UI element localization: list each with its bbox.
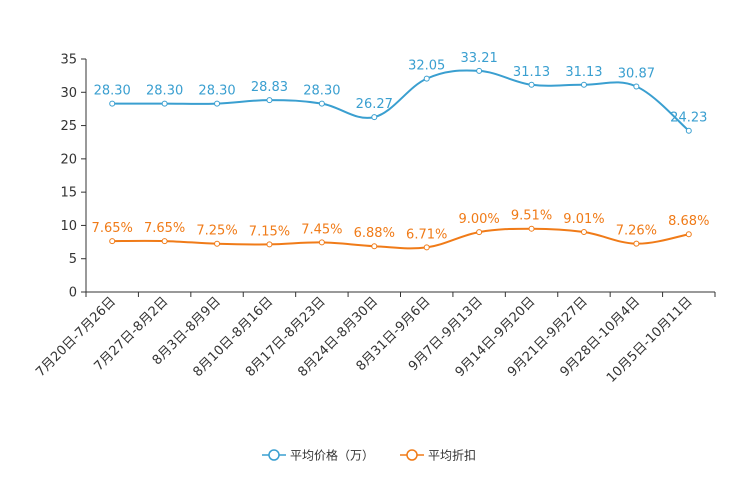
data-point[interactable] <box>318 239 325 246</box>
data-label: 7.45% <box>301 222 342 237</box>
data-point[interactable] <box>476 67 483 74</box>
data-label: 28.30 <box>146 84 183 99</box>
data-label: 9.00% <box>458 212 499 227</box>
data-label: 7.25% <box>196 224 237 239</box>
legend-label: 平均折扣 <box>428 448 476 463</box>
data-point[interactable] <box>371 114 378 121</box>
legend-item-avg-price[interactable]: 平均价格（万） <box>262 448 374 463</box>
data-point[interactable] <box>214 100 221 107</box>
y-tick-label: 25 <box>60 119 77 134</box>
data-label: 7.65% <box>92 221 133 236</box>
data-point[interactable] <box>580 229 587 236</box>
data-label: 28.30 <box>198 84 235 99</box>
data-point[interactable] <box>266 97 273 104</box>
data-label: 7.65% <box>144 221 185 236</box>
data-label: 6.88% <box>354 226 395 241</box>
data-point[interactable] <box>214 240 221 247</box>
data-point[interactable] <box>423 75 430 82</box>
data-point[interactable] <box>266 241 273 248</box>
series-avg-price: 28.30 28.30 28.30 28.83 28.30 26.27 32.05 33.21… <box>94 51 707 134</box>
data-label: 33.21 <box>461 51 498 66</box>
data-label: 28.30 <box>303 84 340 99</box>
data-point[interactable] <box>476 229 483 236</box>
data-point[interactable] <box>528 81 535 88</box>
y-tick-label: 0 <box>69 286 77 301</box>
data-label: 9.01% <box>563 212 604 227</box>
data-point[interactable] <box>580 81 587 88</box>
y-tick-label: 10 <box>60 219 77 234</box>
y-axis-ticks: 0 5 10 15 20 25 30 35 <box>60 53 86 301</box>
data-label: 31.13 <box>513 65 550 80</box>
y-tick-label: 35 <box>60 53 77 68</box>
data-point[interactable] <box>685 231 692 238</box>
data-point[interactable] <box>109 238 116 245</box>
data-label: 31.13 <box>565 65 602 80</box>
legend-marker-icon <box>268 449 280 461</box>
data-label: 6.71% <box>406 227 447 242</box>
y-tick-label: 15 <box>60 186 77 201</box>
data-point[interactable] <box>161 100 168 107</box>
legend[interactable]: 平均价格（万） 平均折扣 <box>262 448 476 463</box>
data-point[interactable] <box>685 127 692 134</box>
legend-item-avg-discount[interactable]: 平均折扣 <box>400 448 476 463</box>
data-point[interactable] <box>633 83 640 90</box>
data-label: 26.27 <box>356 97 393 112</box>
data-label: 7.26% <box>616 224 657 239</box>
data-label: 24.23 <box>670 111 707 126</box>
data-point[interactable] <box>318 100 325 107</box>
y-tick-label: 30 <box>60 86 77 101</box>
data-label: 8.68% <box>668 214 709 229</box>
y-tick-label: 5 <box>69 252 77 267</box>
data-label: 28.83 <box>251 80 288 95</box>
data-point[interactable] <box>371 243 378 250</box>
data-point[interactable] <box>109 100 116 107</box>
data-label: 28.30 <box>94 84 131 99</box>
series-line <box>112 227 689 250</box>
data-label: 9.51% <box>511 209 552 224</box>
y-tick-label: 20 <box>60 152 77 167</box>
data-point[interactable] <box>423 244 430 251</box>
x-axis-ticks: 7月20日-7月26日7月27日-8月2日8月3日-8月9日8月10日-8月16… <box>33 292 716 386</box>
legend-label: 平均价格（万） <box>290 448 374 463</box>
legend-marker-icon <box>406 449 418 461</box>
data-point[interactable] <box>633 240 640 247</box>
series-avg-discount: 7.65% 7.65% 7.25% 7.15% 7.45% 6.88% 6.71% 9.00%… <box>92 209 709 251</box>
data-point[interactable] <box>161 238 168 245</box>
data-label: 30.87 <box>618 66 655 81</box>
series-layer: 28.30 28.30 28.30 28.83 28.30 26.27 32.05 33.21… <box>92 51 709 251</box>
data-label: 32.05 <box>408 59 445 74</box>
data-label: 7.15% <box>249 224 290 239</box>
data-point[interactable] <box>528 225 535 232</box>
